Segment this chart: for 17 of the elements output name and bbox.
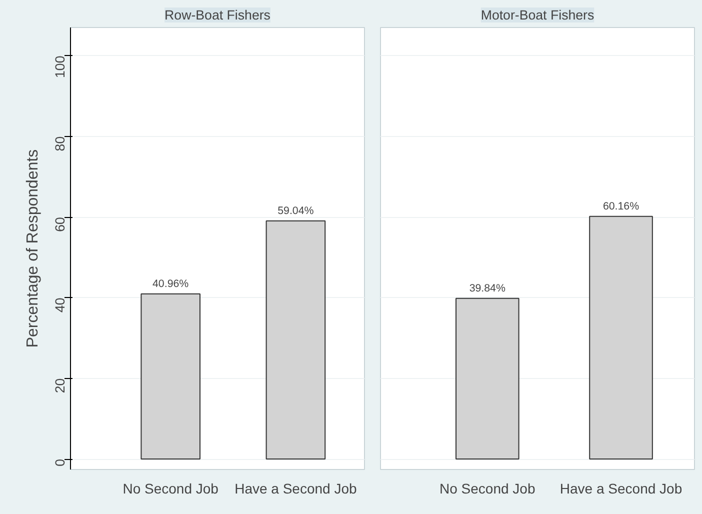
y-tick-label: 0 — [52, 459, 68, 466]
y-axis-title: Percentage of Respondents — [24, 149, 42, 348]
y-tick-label: 60 — [52, 217, 68, 232]
y-tick-label: 100 — [52, 56, 68, 78]
data-label: 40.96% — [152, 278, 190, 290]
x-tick-label: Have a Second Job — [234, 480, 357, 496]
x-tick-label: Have a Second Job — [560, 480, 682, 496]
chart-title: Row-Boat Fishers — [164, 8, 271, 22]
y-tick-label: 20 — [52, 378, 68, 394]
x-tick-label: No Second Job — [122, 480, 219, 496]
data-label: 59.04% — [278, 204, 314, 217]
data-label: 39.84% — [469, 282, 506, 294]
chart-title: Motor-Boat Fishers — [480, 8, 594, 22]
y-tick-label: 80 — [52, 136, 68, 152]
y-tick-label: 40 — [52, 298, 68, 313]
data-label: 60.16% — [602, 200, 640, 212]
x-tick-label: No Second Job — [440, 480, 536, 496]
